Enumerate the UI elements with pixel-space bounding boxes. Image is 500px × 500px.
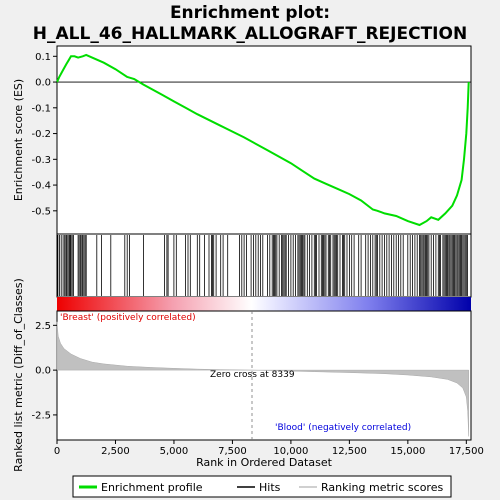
x-tick-label: 12,500 xyxy=(332,446,367,457)
positive-class-label: 'Breast' (positively correlated) xyxy=(60,313,196,323)
metric-y-axis-label: Ranked list metric (Diff_of_Classes) xyxy=(12,278,25,472)
es-curve-group xyxy=(56,53,470,227)
ranking-metric-area xyxy=(56,321,469,437)
metric-area-group xyxy=(56,311,469,440)
es-y-tick-label: -0.2 xyxy=(31,129,51,140)
metric-panel xyxy=(56,310,472,441)
chart-title-line2: H_ALL_46_HALLMARK_ALLOGRAFT_REJECTION xyxy=(33,24,467,44)
metric-y-tick-label: 2.5 xyxy=(35,321,51,332)
x-tick-label: 0 xyxy=(54,446,60,457)
hit-marks-group xyxy=(57,235,468,296)
x-axis-label: Rank in Ordered Dataset xyxy=(196,456,333,469)
x-tick-label: 15,000 xyxy=(390,446,425,457)
es-panel xyxy=(56,45,472,235)
hits-panel xyxy=(56,233,472,298)
x-tick-label: 5,000 xyxy=(160,446,189,457)
es-y-tick-label: -0.3 xyxy=(31,155,51,166)
legend-box xyxy=(72,475,452,498)
legend-hits-label: Hits xyxy=(259,481,281,494)
metric-y-tick-label: 0.0 xyxy=(35,366,51,377)
enrichment-profile-line xyxy=(56,53,470,227)
es-y-tick-label: -0.5 xyxy=(31,206,51,217)
es-y-axis-label: Enrichment score (ES) xyxy=(12,79,25,201)
legend-metric-label: Ranking metric scores xyxy=(321,481,443,494)
es-y-tick-label: -0.1 xyxy=(31,103,51,114)
rank-colorbar xyxy=(57,297,471,311)
metric-y-tick-label: -2.5 xyxy=(31,410,51,421)
x-tick-label: 2,500 xyxy=(101,446,130,457)
chart-title-line1: Enrichment plot: xyxy=(170,3,330,23)
legend-es-label: Enrichment profile xyxy=(101,481,203,494)
zero-cross-label: Zero cross at 8339 xyxy=(210,370,295,380)
axes-group: 0.1 0.0 -0.1 -0.2 -0.3 -0.4 -0.5 2.5 0.0 -2.5 0 2,5… xyxy=(31,52,483,457)
x-tick-label: 17,500 xyxy=(449,446,484,457)
negative-class-label: 'Blood' (negatively correlated) xyxy=(275,423,411,433)
es-y-tick-label: 0.0 xyxy=(35,78,51,89)
es-y-tick-label: 0.1 xyxy=(35,52,51,63)
x-tick-label: 10,000 xyxy=(273,446,308,457)
x-tick-label: 7,500 xyxy=(218,446,247,457)
es-y-tick-label: -0.4 xyxy=(31,181,51,192)
